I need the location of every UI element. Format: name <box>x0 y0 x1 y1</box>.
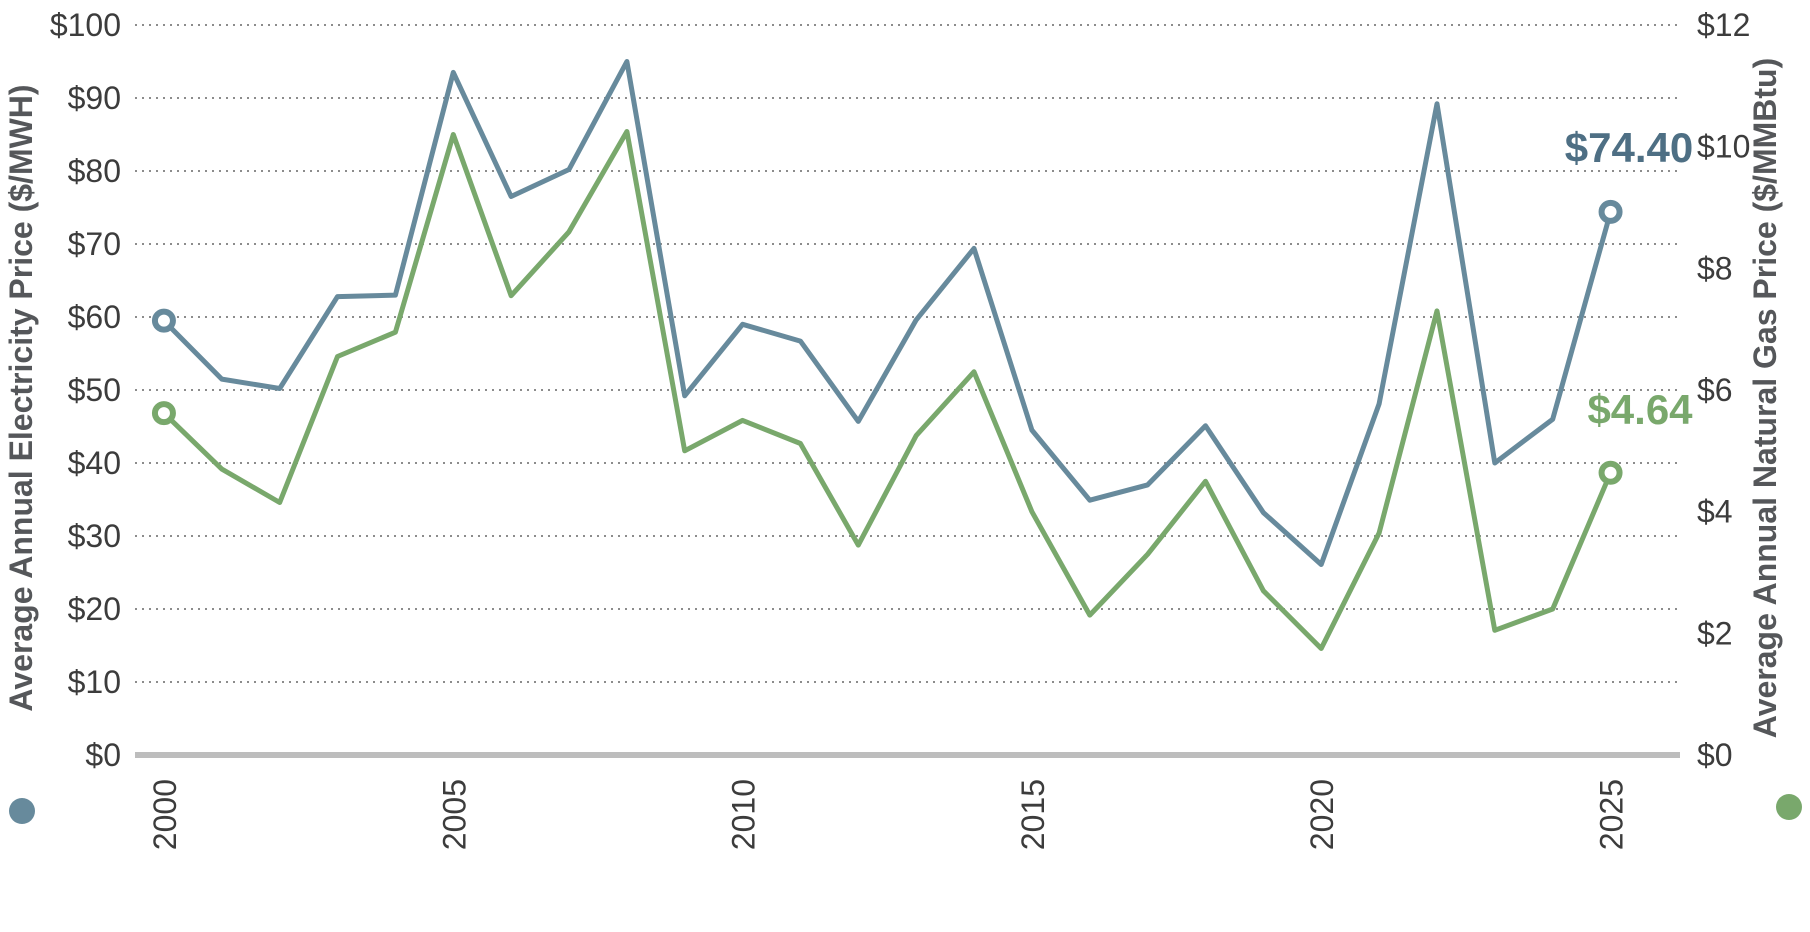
right-tick-label: $10 <box>1697 129 1750 165</box>
right-tick-label: $0 <box>1697 737 1733 773</box>
natural_gas-endpoint-marker <box>1598 460 1623 485</box>
left-tick-label: $0 <box>85 737 121 773</box>
natural-gas-legend-dot <box>1776 794 1802 820</box>
left-tick-label: $70 <box>68 226 121 262</box>
left-axis-title: Average Annual Electricity Price ($/MWH) <box>3 84 39 711</box>
electricity-endpoint-marker <box>1598 199 1623 224</box>
x-tick-label: 2000 <box>147 779 183 850</box>
natural_gas-line <box>161 129 1614 651</box>
series-lines <box>161 59 1614 651</box>
right-tick-label: $12 <box>1697 7 1750 43</box>
natural_gas-endpoint-marker <box>151 401 176 426</box>
right-tick-label: $6 <box>1697 372 1733 408</box>
x-tick-label: 2020 <box>1304 779 1340 850</box>
left-tick-label: $20 <box>68 591 121 627</box>
left-tick-label: $40 <box>68 445 121 481</box>
right-tick-label: $4 <box>1697 494 1733 530</box>
x-tick-label: 2005 <box>436 779 472 850</box>
left-tick-label: $90 <box>68 80 121 116</box>
left-axis-ticks: $0 $10 $20 $30 $40 $50 $60 $70 $80 $90 $100 <box>50 7 121 773</box>
electricity-end-label: $74.40 <box>1565 124 1693 171</box>
left-tick-label: $30 <box>68 518 121 554</box>
left-tick-label: $80 <box>68 153 121 189</box>
gridlines <box>135 24 1680 758</box>
right-axis-title: Average Annual Natural Gas Price ($/MMBt… <box>1747 58 1783 738</box>
x-tick-label: 2010 <box>726 779 762 850</box>
left-tick-label: $100 <box>50 7 121 43</box>
x-axis-ticks: 2000 2005 2010 2015 2020 2025 <box>147 779 1630 850</box>
right-tick-label: $8 <box>1697 250 1733 286</box>
left-tick-label: $50 <box>68 372 121 408</box>
right-axis-ticks: $0 $2 $4 $6 $8 $10 $12 <box>1697 7 1750 773</box>
natural-gas-end-label: $4.64 <box>1587 386 1693 433</box>
electricity-line <box>161 59 1614 567</box>
left-tick-label: $60 <box>68 299 121 335</box>
electricity-endpoint-marker <box>151 308 176 333</box>
left-tick-label: $10 <box>68 664 121 700</box>
x-tick-label: 2025 <box>1594 779 1630 850</box>
electricity-legend-dot <box>9 798 35 824</box>
x-tick-label: 2015 <box>1015 779 1051 850</box>
end-markers <box>151 199 1623 485</box>
right-tick-label: $2 <box>1697 615 1733 651</box>
